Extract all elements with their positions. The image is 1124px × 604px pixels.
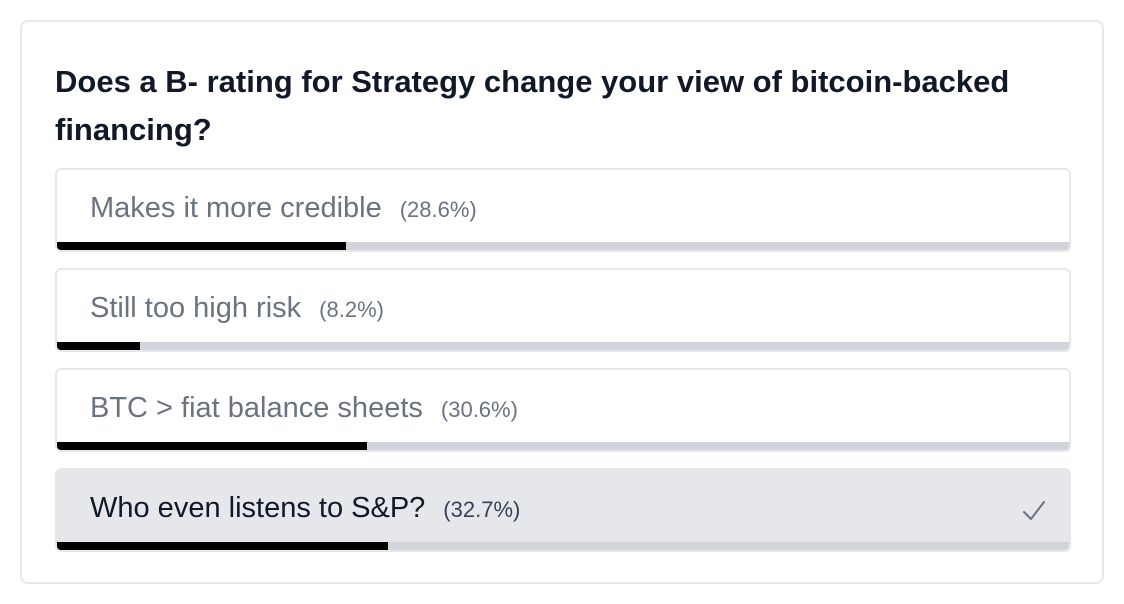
checkmark-icon — [1023, 501, 1045, 520]
poll-option-3[interactable]: Who even listens to S&P? (32.7%) — [55, 468, 1071, 552]
option-text: Who even listens to S&P? (32.7%) — [90, 492, 520, 525]
result-bar-fill — [57, 342, 140, 350]
option-percent: (8.2%) — [319, 297, 384, 322]
option-label: Who even listens to S&P? — [90, 492, 426, 524]
result-bar-fill — [57, 242, 347, 250]
poll-card: Does a B- rating for Strategy change you… — [20, 20, 1104, 584]
option-text: Makes it more credible (28.6%) — [90, 192, 477, 225]
option-text: BTC > fiat balance sheets (30.6%) — [90, 392, 518, 425]
option-percent: (30.6%) — [440, 397, 518, 422]
poll-question: Does a B- rating for Strategy change you… — [55, 64, 1010, 147]
poll-option-1[interactable]: Still too high risk (8.2%) — [55, 268, 1071, 352]
result-bar-track — [57, 242, 1069, 250]
poll-option-2[interactable]: BTC > fiat balance sheets (30.6%) — [55, 368, 1071, 452]
option-label: Still too high risk — [90, 292, 302, 324]
result-bar-track — [57, 542, 1069, 550]
option-label: Makes it more credible — [90, 192, 382, 224]
result-bar-track — [57, 442, 1069, 450]
poll-option-0[interactable]: Makes it more credible (28.6%) — [55, 168, 1071, 252]
result-bar-fill — [57, 442, 367, 450]
option-percent: (32.7%) — [443, 497, 521, 522]
result-bar-fill — [57, 542, 388, 550]
option-text: Still too high risk (8.2%) — [90, 292, 384, 325]
option-label: BTC > fiat balance sheets — [90, 392, 423, 424]
result-bar-track — [57, 342, 1069, 350]
option-percent: (28.6%) — [399, 197, 477, 222]
